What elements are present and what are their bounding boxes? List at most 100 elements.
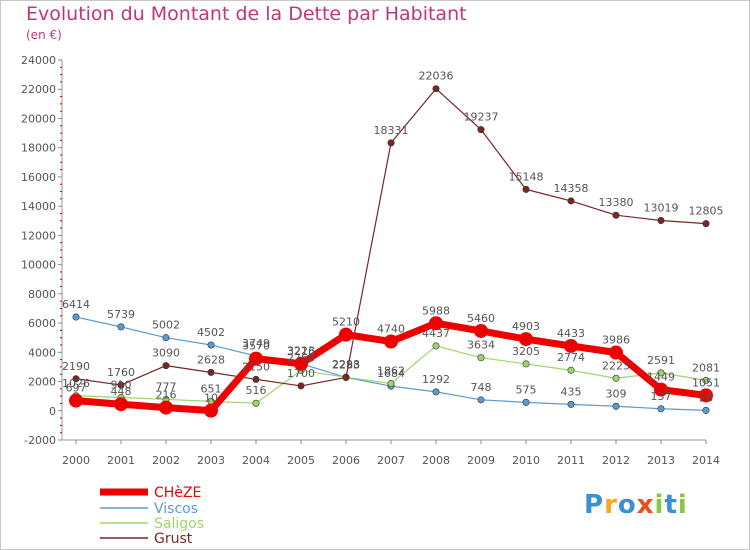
- data-point-viscos: [432, 388, 440, 396]
- data-point-saligos: [387, 380, 395, 388]
- data-label-viscos: 575: [516, 383, 537, 396]
- x-tick-label: 2007: [377, 454, 405, 467]
- x-tick-label: 2013: [647, 454, 675, 467]
- data-label-saligos: 651: [201, 382, 222, 395]
- data-label-grust: 2628: [197, 353, 225, 366]
- x-tick-label: 2009: [467, 454, 495, 467]
- data-point-saligos: [522, 360, 530, 368]
- data-point-saligos: [612, 374, 620, 382]
- data-label-saligos: 3205: [512, 345, 540, 358]
- data-label-ch-ze: 10: [204, 392, 218, 405]
- data-label-saligos: 2223: [602, 359, 630, 372]
- data-label-ch-ze: 448: [111, 385, 132, 398]
- data-label-grust: 1700: [287, 367, 315, 380]
- data-label-viscos: 748: [471, 381, 492, 394]
- y-tick-label: 8000: [28, 288, 56, 301]
- data-point-ch-ze: [609, 345, 623, 360]
- data-label-viscos: 26: [699, 391, 713, 404]
- data-point-grust: [567, 197, 575, 205]
- legend-label-saligos: Saligos: [154, 516, 204, 532]
- data-point-ch-ze: [384, 334, 398, 349]
- data-label-grust: 2283: [332, 358, 360, 371]
- x-tick-label: 2000: [62, 454, 90, 467]
- data-label-grust: 22036: [419, 70, 454, 83]
- logo-letter: o: [617, 490, 637, 520]
- data-point-grust: [252, 375, 260, 383]
- data-point-saligos: [432, 342, 440, 350]
- data-label-saligos: 1026: [62, 377, 90, 390]
- data-point-grust: [657, 216, 665, 224]
- data-label-ch-ze: 216: [156, 389, 177, 402]
- y-tick-label: 16000: [21, 171, 56, 184]
- data-point-grust: [387, 139, 395, 147]
- y-tick-label: 12000: [21, 229, 56, 242]
- data-label-viscos: 1684: [377, 367, 405, 380]
- data-label-ch-ze: 1449: [647, 371, 675, 384]
- data-label-viscos: 6414: [62, 298, 90, 311]
- x-tick-label: 2003: [197, 454, 225, 467]
- data-point-saligos: [702, 376, 710, 384]
- x-tick-label: 2005: [287, 454, 315, 467]
- data-label-viscos: 137: [651, 390, 672, 403]
- data-point-grust: [522, 185, 530, 193]
- data-label-viscos: 309: [606, 387, 627, 400]
- data-label-ch-ze: 3986: [602, 334, 630, 347]
- data-label-saligos: 910: [111, 378, 132, 391]
- data-point-ch-ze: [564, 338, 578, 353]
- x-tick-label: 2008: [422, 454, 450, 467]
- data-point-ch-ze: [159, 400, 173, 415]
- proxiti-logo: Proxiti: [584, 490, 688, 520]
- data-label-saligos: 2774: [557, 351, 585, 364]
- chart-title: Evolution du Montant de la Dette par Hab…: [26, 3, 467, 25]
- y-tick-label: 4000: [28, 346, 56, 359]
- logo-letter: t: [664, 490, 678, 520]
- y-tick-label: 0: [49, 405, 56, 418]
- data-label-viscos: 2283: [332, 358, 360, 371]
- data-point-viscos: [117, 323, 125, 331]
- data-label-ch-ze: 3570: [242, 340, 270, 353]
- x-tick-label: 2004: [242, 454, 270, 467]
- legend-label-grust: Grust: [154, 531, 193, 547]
- data-point-ch-ze: [69, 393, 83, 408]
- data-label-saligos: 2298: [332, 358, 360, 371]
- y-tick-label: 6000: [28, 317, 56, 330]
- data-label-ch-ze: 1051: [692, 376, 720, 389]
- x-tick-label: 2014: [692, 454, 720, 467]
- data-label-viscos: 3223: [287, 345, 315, 358]
- data-point-grust: [72, 375, 80, 383]
- data-point-ch-ze: [519, 332, 533, 347]
- data-label-grust: 2150: [242, 360, 270, 373]
- data-point-grust: [477, 126, 485, 134]
- data-point-viscos: [207, 341, 215, 349]
- data-point-ch-ze: [294, 356, 308, 371]
- data-label-saligos: 4437: [422, 327, 450, 340]
- data-point-saligos: [567, 366, 575, 374]
- data-point-saligos: [477, 354, 485, 362]
- data-label-viscos: 1292: [422, 373, 450, 386]
- data-point-grust: [117, 381, 125, 389]
- data-label-ch-ze: 697: [66, 382, 87, 395]
- data-label-ch-ze: 3216: [287, 345, 315, 358]
- data-label-grust: 1760: [107, 366, 135, 379]
- logo-letter: i: [654, 490, 665, 520]
- data-label-grust: 18331: [374, 124, 409, 137]
- data-label-ch-ze: 4433: [557, 327, 585, 340]
- data-label-viscos: 3749: [242, 337, 270, 350]
- data-label-saligos: 2591: [647, 354, 675, 367]
- data-label-ch-ze: 5460: [467, 312, 495, 325]
- logo-letter: x: [636, 490, 655, 520]
- data-point-ch-ze: [474, 323, 488, 338]
- data-point-ch-ze: [654, 382, 668, 397]
- data-label-ch-ze: 4903: [512, 320, 540, 333]
- data-point-saligos: [252, 399, 260, 407]
- logo-letter: r: [604, 490, 618, 520]
- data-point-ch-ze: [429, 316, 443, 331]
- data-label-viscos: 435: [561, 385, 582, 398]
- data-point-viscos: [162, 334, 170, 342]
- y-tick-label: 10000: [21, 259, 56, 272]
- data-point-viscos: [702, 406, 710, 414]
- data-label-grust: 3090: [152, 347, 180, 360]
- x-tick-label: 2002: [152, 454, 180, 467]
